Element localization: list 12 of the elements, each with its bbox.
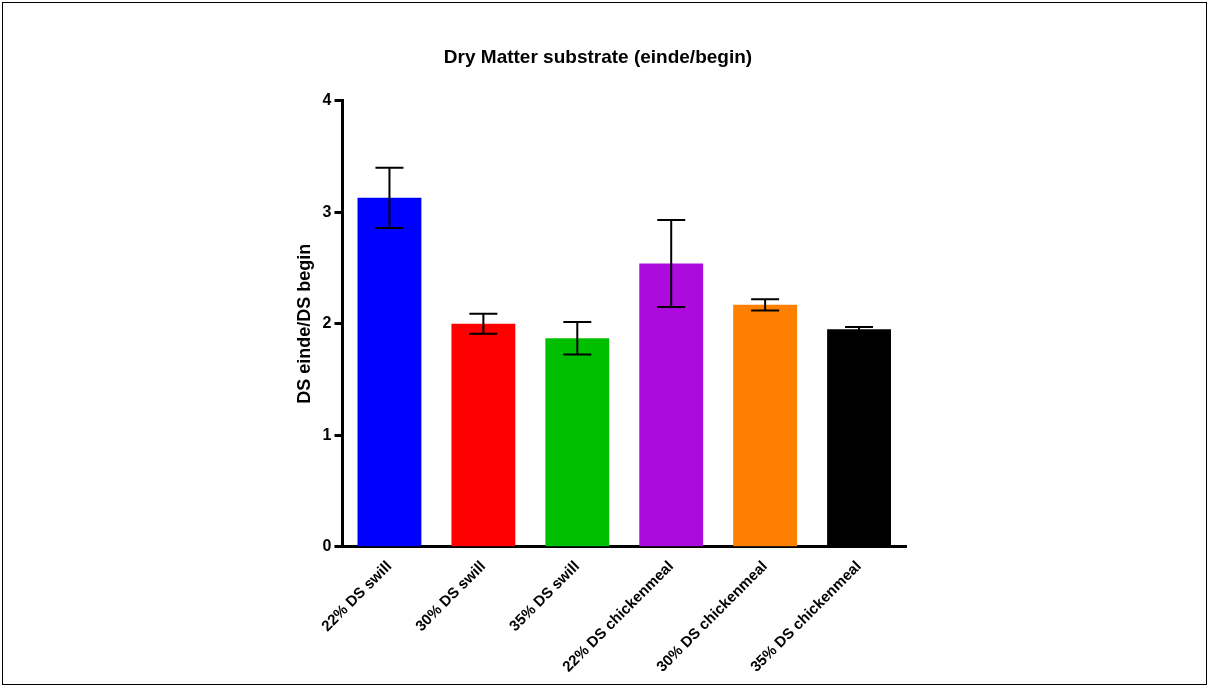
y-tick-label: 1 [322,425,332,443]
y-tick-label: 4 [322,91,332,109]
y-tick-label: 3 [322,202,332,220]
bar [733,304,798,547]
bar [451,323,516,547]
bar [357,197,422,547]
bar [639,263,704,547]
y-tick-label: 2 [322,314,332,332]
y-axis-title: DS einde/DS begin [293,243,314,404]
bar [545,338,610,547]
chart-title: Dry Matter substrate (einde/begin) [443,45,753,67]
y-tick-label: 0 [322,537,332,555]
